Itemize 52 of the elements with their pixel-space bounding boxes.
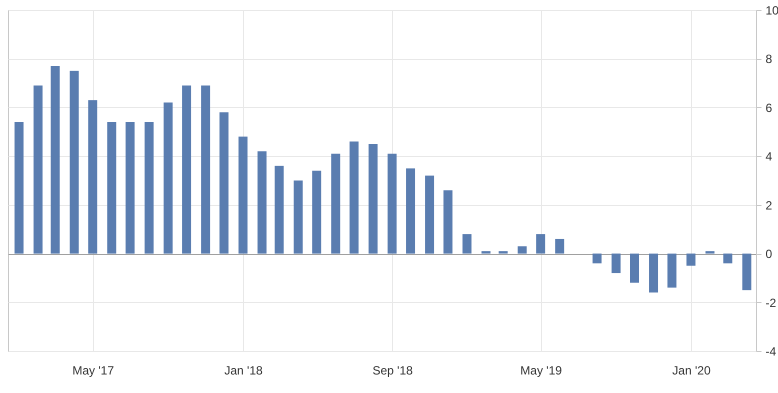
x-tick-label: May '19 <box>520 364 562 378</box>
bar <box>331 154 340 254</box>
bar <box>705 251 714 254</box>
bar <box>238 136 248 254</box>
bar <box>144 122 154 254</box>
y-tick-label: 6 <box>766 100 772 115</box>
bar <box>126 122 135 254</box>
bar <box>406 168 416 254</box>
y-tick-label: 0 <box>766 247 772 262</box>
bar <box>219 112 228 254</box>
bar <box>107 122 116 254</box>
y-tick-label: 10 <box>766 4 778 18</box>
y-tick-label: -2 <box>766 296 776 310</box>
bar <box>742 254 752 290</box>
y-tick-label: 4 <box>766 150 772 164</box>
x-tick-label: Jan '20 <box>672 364 711 378</box>
bar <box>723 254 732 264</box>
x-tick-label: Jan '18 <box>224 364 263 378</box>
bar <box>294 180 303 254</box>
bar <box>70 70 79 254</box>
bar <box>612 254 621 274</box>
bar <box>462 234 472 254</box>
bar <box>388 154 397 254</box>
bar <box>482 251 491 254</box>
bar <box>34 86 43 254</box>
bar <box>182 86 192 254</box>
bar <box>555 238 564 254</box>
bar <box>686 254 696 266</box>
bar <box>649 254 658 293</box>
bar <box>274 166 284 254</box>
bar <box>350 142 359 254</box>
bar <box>425 176 434 254</box>
bar <box>50 66 60 254</box>
bar <box>630 254 640 283</box>
bar <box>667 254 676 288</box>
bar <box>201 86 210 254</box>
bar <box>592 254 602 264</box>
bar <box>498 251 508 254</box>
bar <box>164 102 173 254</box>
x-tick-label: Sep '18 <box>372 364 414 378</box>
bar <box>88 100 98 254</box>
x-tick-label: May '17 <box>72 364 114 378</box>
y-tick-label: 2 <box>766 198 772 212</box>
bar <box>312 170 322 254</box>
bar <box>14 122 24 254</box>
bar <box>518 246 527 254</box>
bar <box>536 234 546 254</box>
bar <box>258 151 267 254</box>
y-tick-label: -4 <box>766 344 776 358</box>
bar <box>368 144 378 254</box>
bar <box>443 190 452 254</box>
y-tick-label: 8 <box>766 52 772 66</box>
